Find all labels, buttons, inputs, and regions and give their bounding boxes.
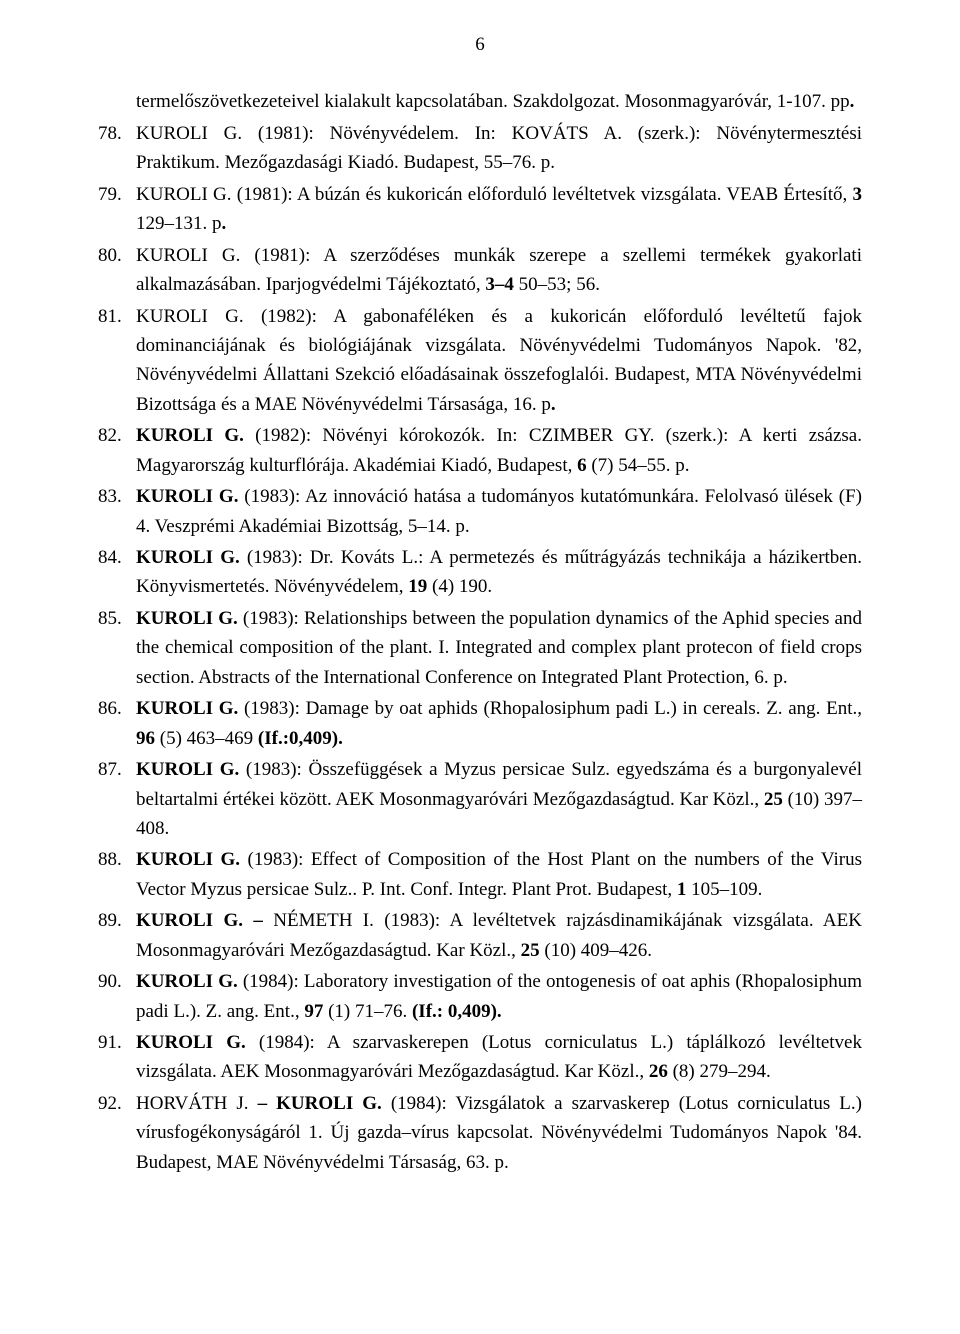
reference-number: 81. xyxy=(98,302,136,331)
page-number: 6 xyxy=(98,30,862,59)
reference-item: 84.KUROLI G. (1983): Dr. Kováts L.: A pe… xyxy=(98,543,862,602)
reference-item: 85.KUROLI G. (1983): Relationships betwe… xyxy=(98,604,862,692)
reference-text: KUROLI G. (1982): A gabonaféléken és a k… xyxy=(136,302,862,420)
reference-item: 82.KUROLI G. (1982): Növényi kórokozók. … xyxy=(98,421,862,480)
reference-number: 82. xyxy=(98,421,136,450)
reference-number: 79. xyxy=(98,180,136,209)
reference-text: KUROLI G. (1983): Damage by oat aphids (… xyxy=(136,694,862,753)
reference-number: 91. xyxy=(98,1028,136,1057)
reference-text: KUROLI G. (1983): Relationships between … xyxy=(136,604,862,692)
reference-text: KUROLI G. (1981): A búzán és kukoricán e… xyxy=(136,180,862,239)
reference-item: 80.KUROLI G. (1981): A szerződéses munká… xyxy=(98,241,862,300)
reference-number: 78. xyxy=(98,119,136,148)
reference-list: termelőszövetkezeteivel kialakult kapcso… xyxy=(98,87,862,1177)
reference-item: 81.KUROLI G. (1982): A gabonaféléken és … xyxy=(98,302,862,420)
reference-item: 87.KUROLI G. (1983): Összefüggések a Myz… xyxy=(98,755,862,843)
reference-text: KUROLI G. (1984): A szarvaskerepen (Lotu… xyxy=(136,1028,862,1087)
reference-item: 91.KUROLI G. (1984): A szarvaskerepen (L… xyxy=(98,1028,862,1087)
reference-item: 78.KUROLI G. (1981): Növényvédelem. In: … xyxy=(98,119,862,178)
reference-item: 90.KUROLI G. (1984): Laboratory investig… xyxy=(98,967,862,1026)
reference-number: 84. xyxy=(98,543,136,572)
reference-item: 92.HORVÁTH J. – KUROLI G. (1984): Vizsgá… xyxy=(98,1089,862,1177)
reference-text: KUROLI G. (1983): Az innováció hatása a … xyxy=(136,482,862,541)
reference-number: 86. xyxy=(98,694,136,723)
reference-number: 92. xyxy=(98,1089,136,1118)
reference-number: 90. xyxy=(98,967,136,996)
document-page: 6 termelőszövetkezeteivel kialakult kapc… xyxy=(0,0,960,1334)
reference-continuation: termelőszövetkezeteivel kialakult kapcso… xyxy=(98,87,862,116)
reference-text: KUROLI G. (1983): Dr. Kováts L.: A perme… xyxy=(136,543,862,602)
reference-text: termelőszövetkezeteivel kialakult kapcso… xyxy=(136,87,862,116)
reference-text: KUROLI G. (1984): Laboratory investigati… xyxy=(136,967,862,1026)
reference-item: 89.KUROLI G. – NÉMETH I. (1983): A levél… xyxy=(98,906,862,965)
reference-text: HORVÁTH J. – KUROLI G. (1984): Vizsgálat… xyxy=(136,1089,862,1177)
reference-item: 86.KUROLI G. (1983): Damage by oat aphid… xyxy=(98,694,862,753)
reference-number: 85. xyxy=(98,604,136,633)
reference-item: 79.KUROLI G. (1981): A búzán és kukoricá… xyxy=(98,180,862,239)
reference-number: 80. xyxy=(98,241,136,270)
reference-number: 89. xyxy=(98,906,136,935)
reference-text: KUROLI G. (1981): Növényvédelem. In: KOV… xyxy=(136,119,862,178)
reference-text: KUROLI G. – NÉMETH I. (1983): A levéltet… xyxy=(136,906,862,965)
reference-number: 88. xyxy=(98,845,136,874)
reference-number: 87. xyxy=(98,755,136,784)
reference-text: KUROLI G. (1983): Effect of Composition … xyxy=(136,845,862,904)
reference-text: KUROLI G. (1981): A szerződéses munkák s… xyxy=(136,241,862,300)
reference-text: KUROLI G. (1982): Növényi kórokozók. In:… xyxy=(136,421,862,480)
reference-item: 88.KUROLI G. (1983): Effect of Compositi… xyxy=(98,845,862,904)
reference-item: 83.KUROLI G. (1983): Az innováció hatása… xyxy=(98,482,862,541)
reference-text: KUROLI G. (1983): Összefüggések a Myzus … xyxy=(136,755,862,843)
reference-number: 83. xyxy=(98,482,136,511)
